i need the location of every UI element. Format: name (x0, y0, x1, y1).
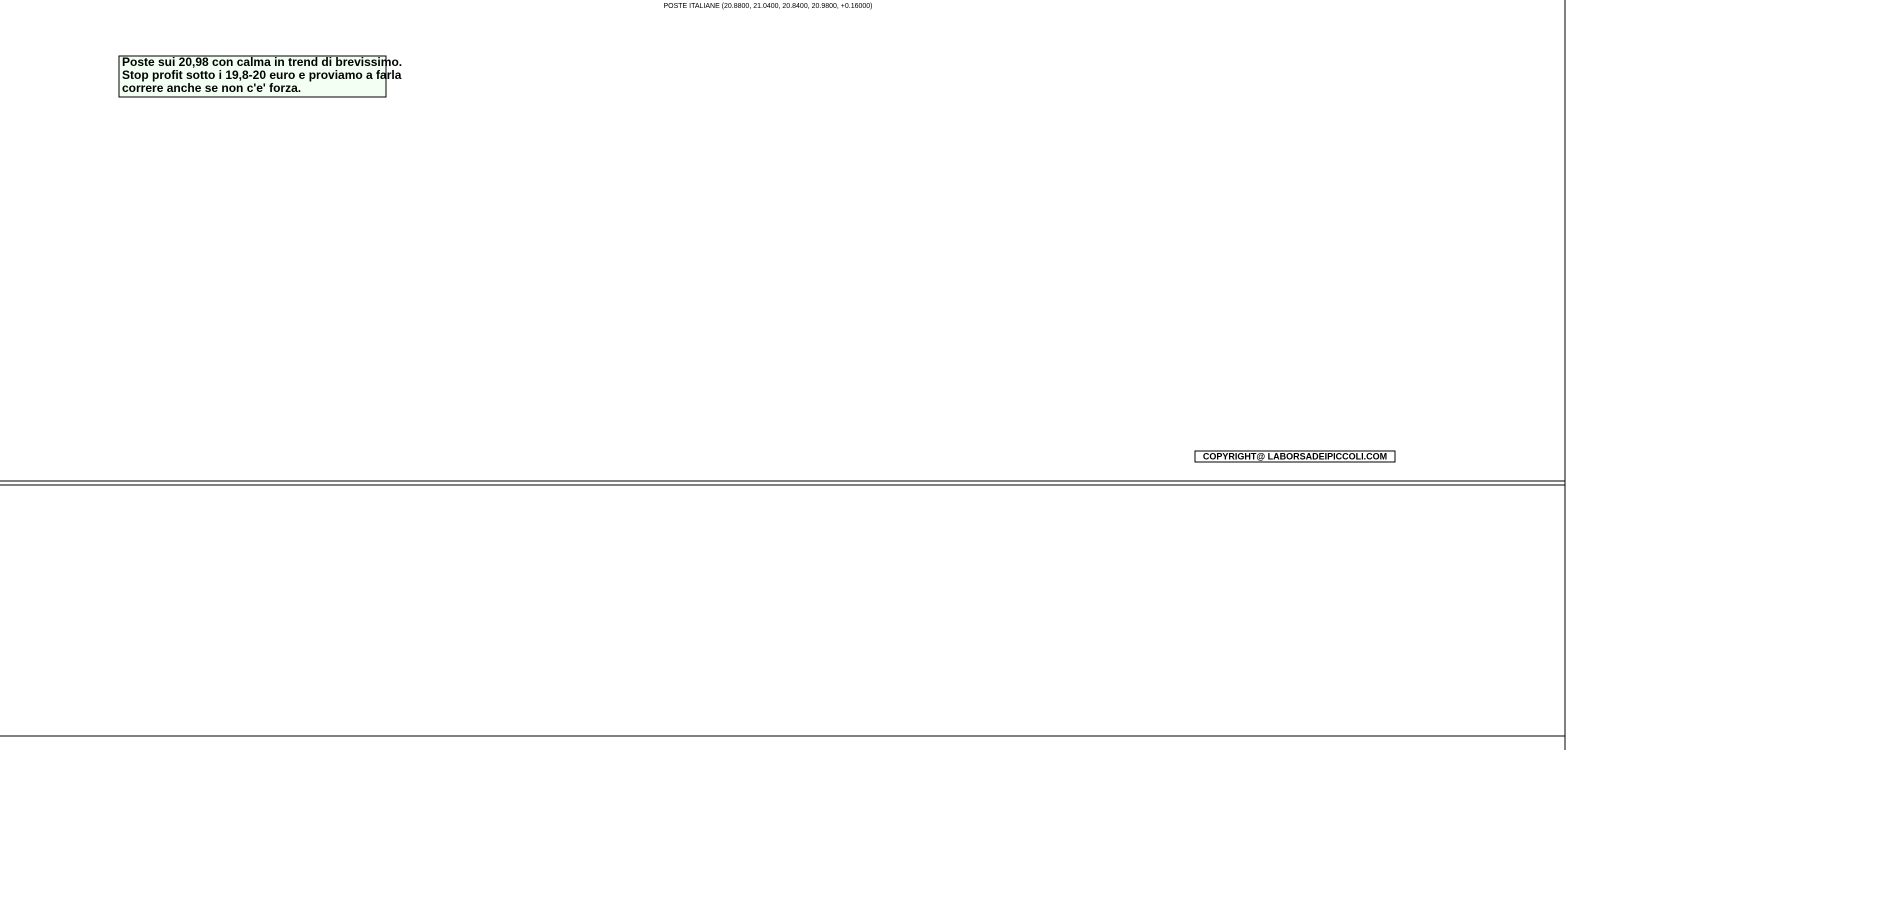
annotation-line: correre anche se non c'e' forza. (122, 81, 301, 95)
copyright: COPYRIGHT@ LABORSADEIPICCOLI.COM (1203, 451, 1387, 461)
annotation-line: Poste sui 20,98 con calma in trend di br… (122, 55, 402, 69)
copyright-box: COPYRIGHT@ LABORSADEIPICCOLI.COM (1194, 450, 1396, 463)
annotation-line: Stop profit sotto i 19,8-20 euro e provi… (122, 68, 402, 82)
chart-title: POSTE ITALIANE (20.8800, 21.0400, 20.840… (663, 3, 872, 10)
annotation-frame (118, 55, 387, 98)
annotation-box: Poste sui 20,98 con calma in trend di br… (118, 55, 402, 98)
copyright-frame (1194, 450, 1396, 463)
